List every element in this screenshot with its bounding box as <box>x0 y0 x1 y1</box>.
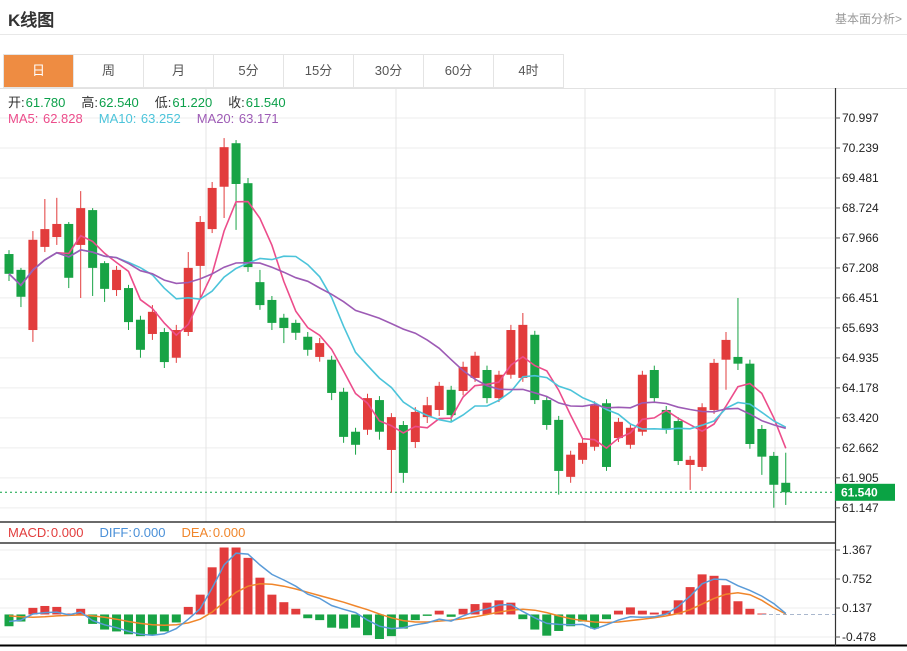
price-axis-label: 63.420 <box>842 411 879 425</box>
dea-legend-value: 0.000 <box>212 525 246 540</box>
price-axis-label: 62.662 <box>842 441 879 455</box>
dea-line <box>8 583 787 627</box>
diff-legend-label: DIFF: <box>99 525 132 540</box>
ma20-line <box>8 249 787 430</box>
price-axis-label: 70.239 <box>842 141 879 155</box>
panel-borders <box>0 88 907 647</box>
ma-legend: MA5: 62.828 MA10: 63.252 MA20: 63.171 <box>8 111 295 126</box>
price-axis-label: 61.147 <box>842 501 879 515</box>
header-divider <box>0 34 907 35</box>
low-legend-label: 低: <box>154 95 172 110</box>
macd-histogram <box>4 547 767 639</box>
low-legend-value: 61.220 <box>172 95 213 110</box>
tab-15min[interactable]: 15分 <box>284 55 354 87</box>
candles-layer <box>4 138 791 508</box>
macd-legend-label: MACD: <box>8 525 50 540</box>
current-price-badge-label: 61.540 <box>841 485 878 499</box>
diff-line <box>8 552 787 636</box>
ma20-legend-value: 63.171 <box>238 111 279 126</box>
price-axis-label: 64.935 <box>842 351 879 365</box>
ma5-legend-label: MA5: <box>8 111 42 126</box>
price-axis-label: 67.966 <box>842 231 879 245</box>
page-title: K线图 <box>8 11 55 30</box>
tab-60min[interactable]: 60分 <box>424 55 494 87</box>
current-price-badge: 61.540 <box>835 483 895 501</box>
dea-legend-label: DEA: <box>181 525 212 540</box>
price-axis-label: 66.451 <box>842 291 879 305</box>
ma10-line <box>8 249 787 431</box>
close-legend-value: 61.540 <box>245 95 286 110</box>
open-legend-value: 61.780 <box>25 95 66 110</box>
macd-legend-value: 0.000 <box>50 525 84 540</box>
high-legend-value: 62.540 <box>99 95 139 110</box>
price-axis-label: 67.208 <box>842 261 879 275</box>
diff-legend-value: 0.000 <box>132 525 166 540</box>
macd-axis-label: -0.478 <box>842 630 876 644</box>
ma5-line <box>8 200 787 450</box>
ohlc-legend: 开:61.780 高:62.540 低:61.220 收:61.540 <box>8 92 302 111</box>
price-axis-label: 64.178 <box>842 381 879 395</box>
macd-axis-label: 1.367 <box>842 543 872 557</box>
high-legend-label: 高: <box>81 95 99 110</box>
ma20-legend-label: MA20: <box>196 111 238 126</box>
tab-weekly[interactable]: 周 <box>74 55 144 87</box>
ma5-legend-value: 62.828 <box>42 111 83 126</box>
price-axis-label: 69.481 <box>842 171 879 185</box>
macd-axis-label: 0.137 <box>842 601 872 615</box>
price-axis: 70.997 70.239 69.481 68.724 67.966 67.208 66.4… <box>835 111 879 644</box>
macd-axis-label: 0.752 <box>842 572 872 586</box>
tab-daily[interactable]: 日 <box>4 55 74 87</box>
period-tabbar: 日周月 5分 15分 30分 60分 4时 <box>3 54 564 88</box>
fundamental-analysis-link[interactable]: 基本面分析> <box>834 12 902 26</box>
tab-30min[interactable]: 30分 <box>354 55 424 87</box>
ma10-legend-value: 63.252 <box>140 111 181 126</box>
tab-4hour[interactable]: 4时 <box>494 55 563 87</box>
price-axis-label: 61.905 <box>842 471 879 485</box>
price-axis-label: 68.724 <box>842 201 879 215</box>
tab-monthly[interactable]: 月 <box>144 55 214 87</box>
ma10-legend-label: MA10: <box>98 111 140 126</box>
close-legend-label: 收: <box>228 95 245 110</box>
macd-legend: MACD:0.000 DIFF:0.000 DEA:0.000 <box>8 525 261 540</box>
tab-5min[interactable]: 5分 <box>214 55 284 87</box>
price-axis-label: 70.997 <box>842 111 879 125</box>
price-axis-label: 65.693 <box>842 321 879 335</box>
open-legend-label: 开: <box>8 95 25 110</box>
